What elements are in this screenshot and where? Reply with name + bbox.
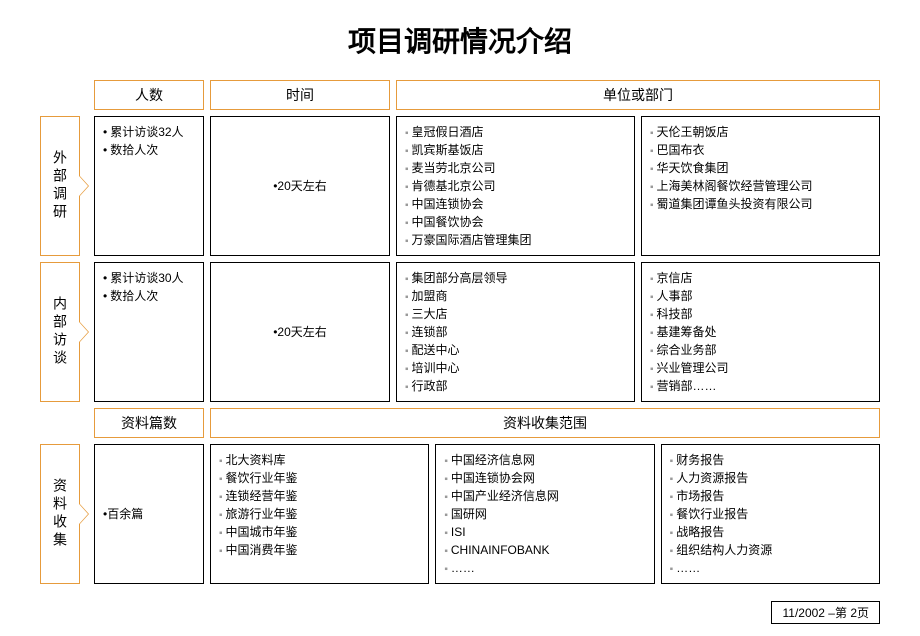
cell-doc-count: •百余篇 (94, 444, 204, 584)
row-external: 外部调研 累计访谈32人 数拾人次 •20天左右 皇冠假日酒店凯宾斯基饭店麦当劳… (40, 116, 880, 256)
label-external: 外部调研 (40, 116, 80, 256)
cell-units-1-left: 集团部分高层领导加盟商三大店连锁部配送中心培训中心行政部 (396, 262, 635, 402)
page-footer: 11/2002 –第 2页 (771, 601, 880, 624)
header-doc-count: 资料篇数 (94, 408, 204, 438)
cell-doc-col1: 北大资料库餐饮行业年鉴连锁经营年鉴旅游行业年鉴中国城市年鉴中国消费年鉴 (210, 444, 429, 584)
cell-units-0-right: 天伦王朝饭店巴国布衣华天饮食集团上海美林阁餐饮经营管理公司蜀道集团谭鱼头投资有限… (641, 116, 880, 256)
cell-doc-col3: 财务报告人力资源报告市场报告餐饮行业报告战略报告组织结构人力资源…… (661, 444, 880, 584)
page-title: 项目调研情况介绍 (40, 20, 880, 60)
cell-units-0-left: 皇冠假日酒店凯宾斯基饭店麦当劳北京公司肯德基北京公司中国连锁协会中国餐饮协会万豪… (396, 116, 635, 256)
cell-people-0: 累计访谈32人 数拾人次 (94, 116, 204, 256)
row-internal: 内部访谈 累计访谈30人 数拾人次 •20天左右 集团部分高层领导加盟商三大店连… (40, 262, 880, 402)
header-time: 时间 (210, 80, 390, 110)
spacer (40, 408, 80, 438)
label-docs: 资料收集 (40, 444, 80, 584)
header-people: 人数 (94, 80, 204, 110)
header-units: 单位或部门 (396, 80, 880, 110)
cell-time-0: •20天左右 (210, 116, 390, 256)
header-doc-scope: 资料收集范围 (210, 408, 880, 438)
cell-units-1-right: 京信店人事部科技部基建筹备处综合业务部兴业管理公司营销部…… (641, 262, 880, 402)
cell-doc-col2: 中国经济信息网中国连锁协会网中国产业经济信息网国研网ISICHINAINFOBA… (435, 444, 654, 584)
cell-people-1: 累计访谈30人 数拾人次 (94, 262, 204, 402)
spacer (40, 80, 80, 110)
row-docs: 资料收集 •百余篇 北大资料库餐饮行业年鉴连锁经营年鉴旅游行业年鉴中国城市年鉴中… (40, 444, 880, 584)
label-internal: 内部访谈 (40, 262, 80, 402)
cell-time-1: •20天左右 (210, 262, 390, 402)
